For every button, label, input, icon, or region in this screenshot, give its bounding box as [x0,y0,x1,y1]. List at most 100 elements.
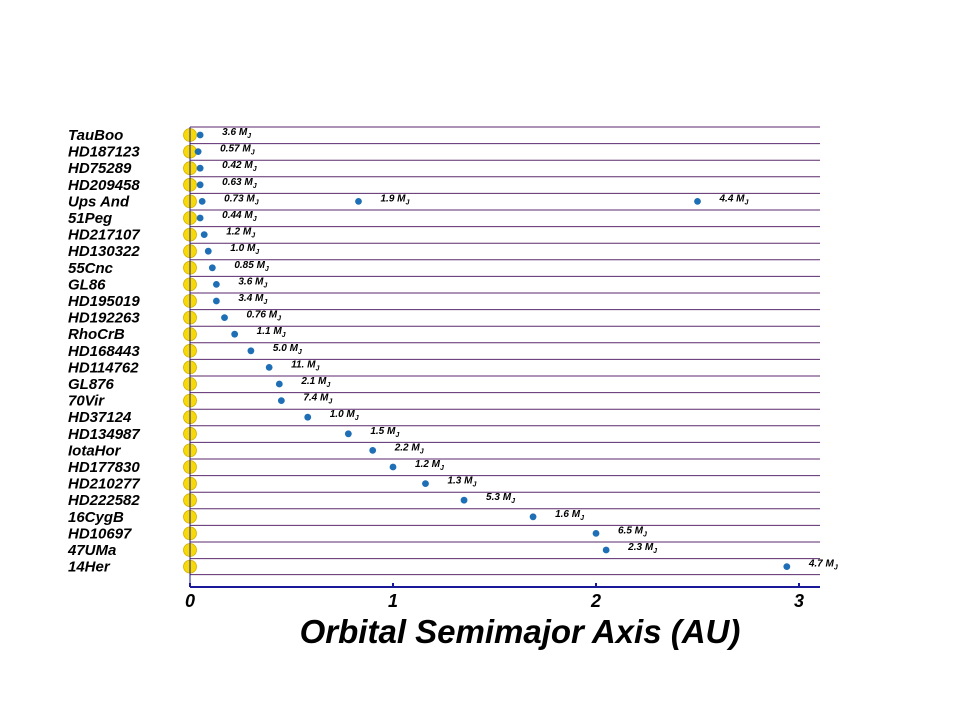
planet-mass-label: 1.1 MJ [257,326,287,339]
planet-mass-label: 1.0 MJ [230,243,260,256]
star-label: HD75289 [68,160,132,177]
planet-mass-label: 2.3 MJ [627,542,658,555]
star-row: 70Vir 7.4 MJ [68,392,820,410]
star-row: 47UMa 2.3 MJ [67,541,820,559]
x-axis-title: Orbital Semimajor Axis (AU) [300,613,741,650]
star-label: HD195019 [68,293,140,310]
planet-mass-label: 3.6 MJ [222,127,252,140]
star-row: IotaHor 2.2 MJ [68,441,820,459]
star-label: HD134987 [68,426,140,443]
planet-point [196,164,204,172]
x-tick-label: 0 [185,591,195,611]
planet-point [529,513,537,521]
planet-point [389,463,397,471]
planet-mass-label: 4.4 MJ [719,193,750,206]
planet-mass-label: 1.5 MJ [370,426,400,439]
planet-mass-label: 0.76 MJ [247,310,283,323]
planet-mass-label: 3.4 MJ [238,293,268,306]
planet-point [304,413,312,421]
x-tick-label: 2 [590,591,601,611]
star-label: 51Peg [68,210,112,227]
star-row: HD10697 6.5 MJ [68,524,820,542]
planet-point [200,231,208,239]
star-row: Ups And 0.73 MJ 1.9 MJ 4.4 MJ [68,192,820,210]
planet-point [694,198,701,205]
star-row: GL86 3.6 MJ [68,275,820,293]
star-label: HD37124 [68,409,132,426]
star-label: HD209458 [68,177,140,194]
star-label: IotaHor [68,442,122,459]
star-label: HD187123 [68,144,140,161]
x-tick-label: 3 [794,591,804,611]
planet-point [592,530,600,537]
planet-point [198,198,206,205]
planet-point [212,297,220,305]
star-row: HD134987 1.5 MJ [68,425,820,443]
planet-point [783,563,791,570]
star-row: GL876 2.1 MJ [68,375,820,393]
star-row: HD130322 1.0 MJ [68,242,820,260]
planet-point [196,131,204,139]
star-row: 14Her 4.7 MJ [68,558,839,576]
star-label: HD168443 [68,343,140,360]
star-row: HD187123 0.57 MJ [68,143,820,161]
star-row: 16CygB 1.6 MJ [68,508,820,526]
star-row: HD75289 0.42 MJ [68,159,820,177]
star-label: GL86 [68,276,106,293]
star-label: HD130322 [68,243,140,260]
planet-mass-label: 0.57 MJ [220,144,256,157]
star-label: 16CygB [68,509,124,526]
star-label: GL876 [68,376,115,393]
star-row: HD209458 0.63 MJ [68,176,820,194]
star-label: HD217107 [68,227,140,244]
star-row: 55Cnc 0.85 MJ [68,259,820,277]
planet-mass-label: 0.73 MJ [224,193,260,206]
star-row: HD222582 5.3 MJ [68,491,820,509]
star-label: Ups And [68,193,130,210]
planet-point [196,214,204,222]
star-label: HD10697 [68,525,132,542]
planet-point [231,330,239,338]
planet-point [460,496,468,504]
star-row: RhoCrB 1.1 MJ [68,325,820,343]
star-row: HD37124 1.0 MJ [68,408,820,426]
planet-point [204,247,212,255]
planet-mass-label: 1.6 MJ [555,509,585,522]
star-row: TauBoo 3.6 MJ [68,126,820,144]
planet-mass-label: 4.7 MJ [808,559,839,572]
star-row: HD210277 1.3 MJ [68,475,820,493]
planet-mass-label: 0.44 MJ [222,210,258,223]
planet-mass-label: 6.5 MJ [618,525,648,538]
planet-mass-label: 1.2 MJ [415,459,445,472]
star-label: 55Cnc [68,260,114,277]
planet-mass-label: 11. MJ [291,359,320,372]
planet-point [221,314,228,321]
star-label: HD210277 [68,476,140,493]
planet-mass-label: 0.85 MJ [234,260,270,273]
star-row: HD168443 5.0 MJ [68,342,820,360]
x-tick-label: 1 [388,591,398,611]
planet-mass-label: 0.63 MJ [222,177,258,190]
star-label: 70Vir [68,393,105,410]
planet-point [265,364,273,371]
planet-mass-label: 7.4 MJ [303,393,333,406]
planet-point [212,281,220,288]
x-axis: 0 1 2 3 [185,583,820,611]
star-row: HD177830 1.2 MJ [68,458,820,476]
star-label: HD114762 [68,359,139,376]
star-row: HD114762 11. MJ [68,358,820,376]
star-row: HD195019 3.4 MJ [68,292,820,310]
star-label: HD177830 [68,459,140,476]
planet-point [344,430,352,438]
star-label: 14Her [68,559,111,576]
planet-point [194,148,202,156]
planet-point [247,347,255,355]
planet-mass-label: 1.2 MJ [226,227,256,240]
planet-mass-label: 3.6 MJ [238,276,268,289]
star-label: TauBoo [68,127,123,144]
planet-point [369,447,377,454]
planet-mass-label: 5.0 MJ [273,343,303,356]
star-label: 47UMa [67,542,116,559]
star-row: HD192263 0.76 MJ [68,309,820,327]
